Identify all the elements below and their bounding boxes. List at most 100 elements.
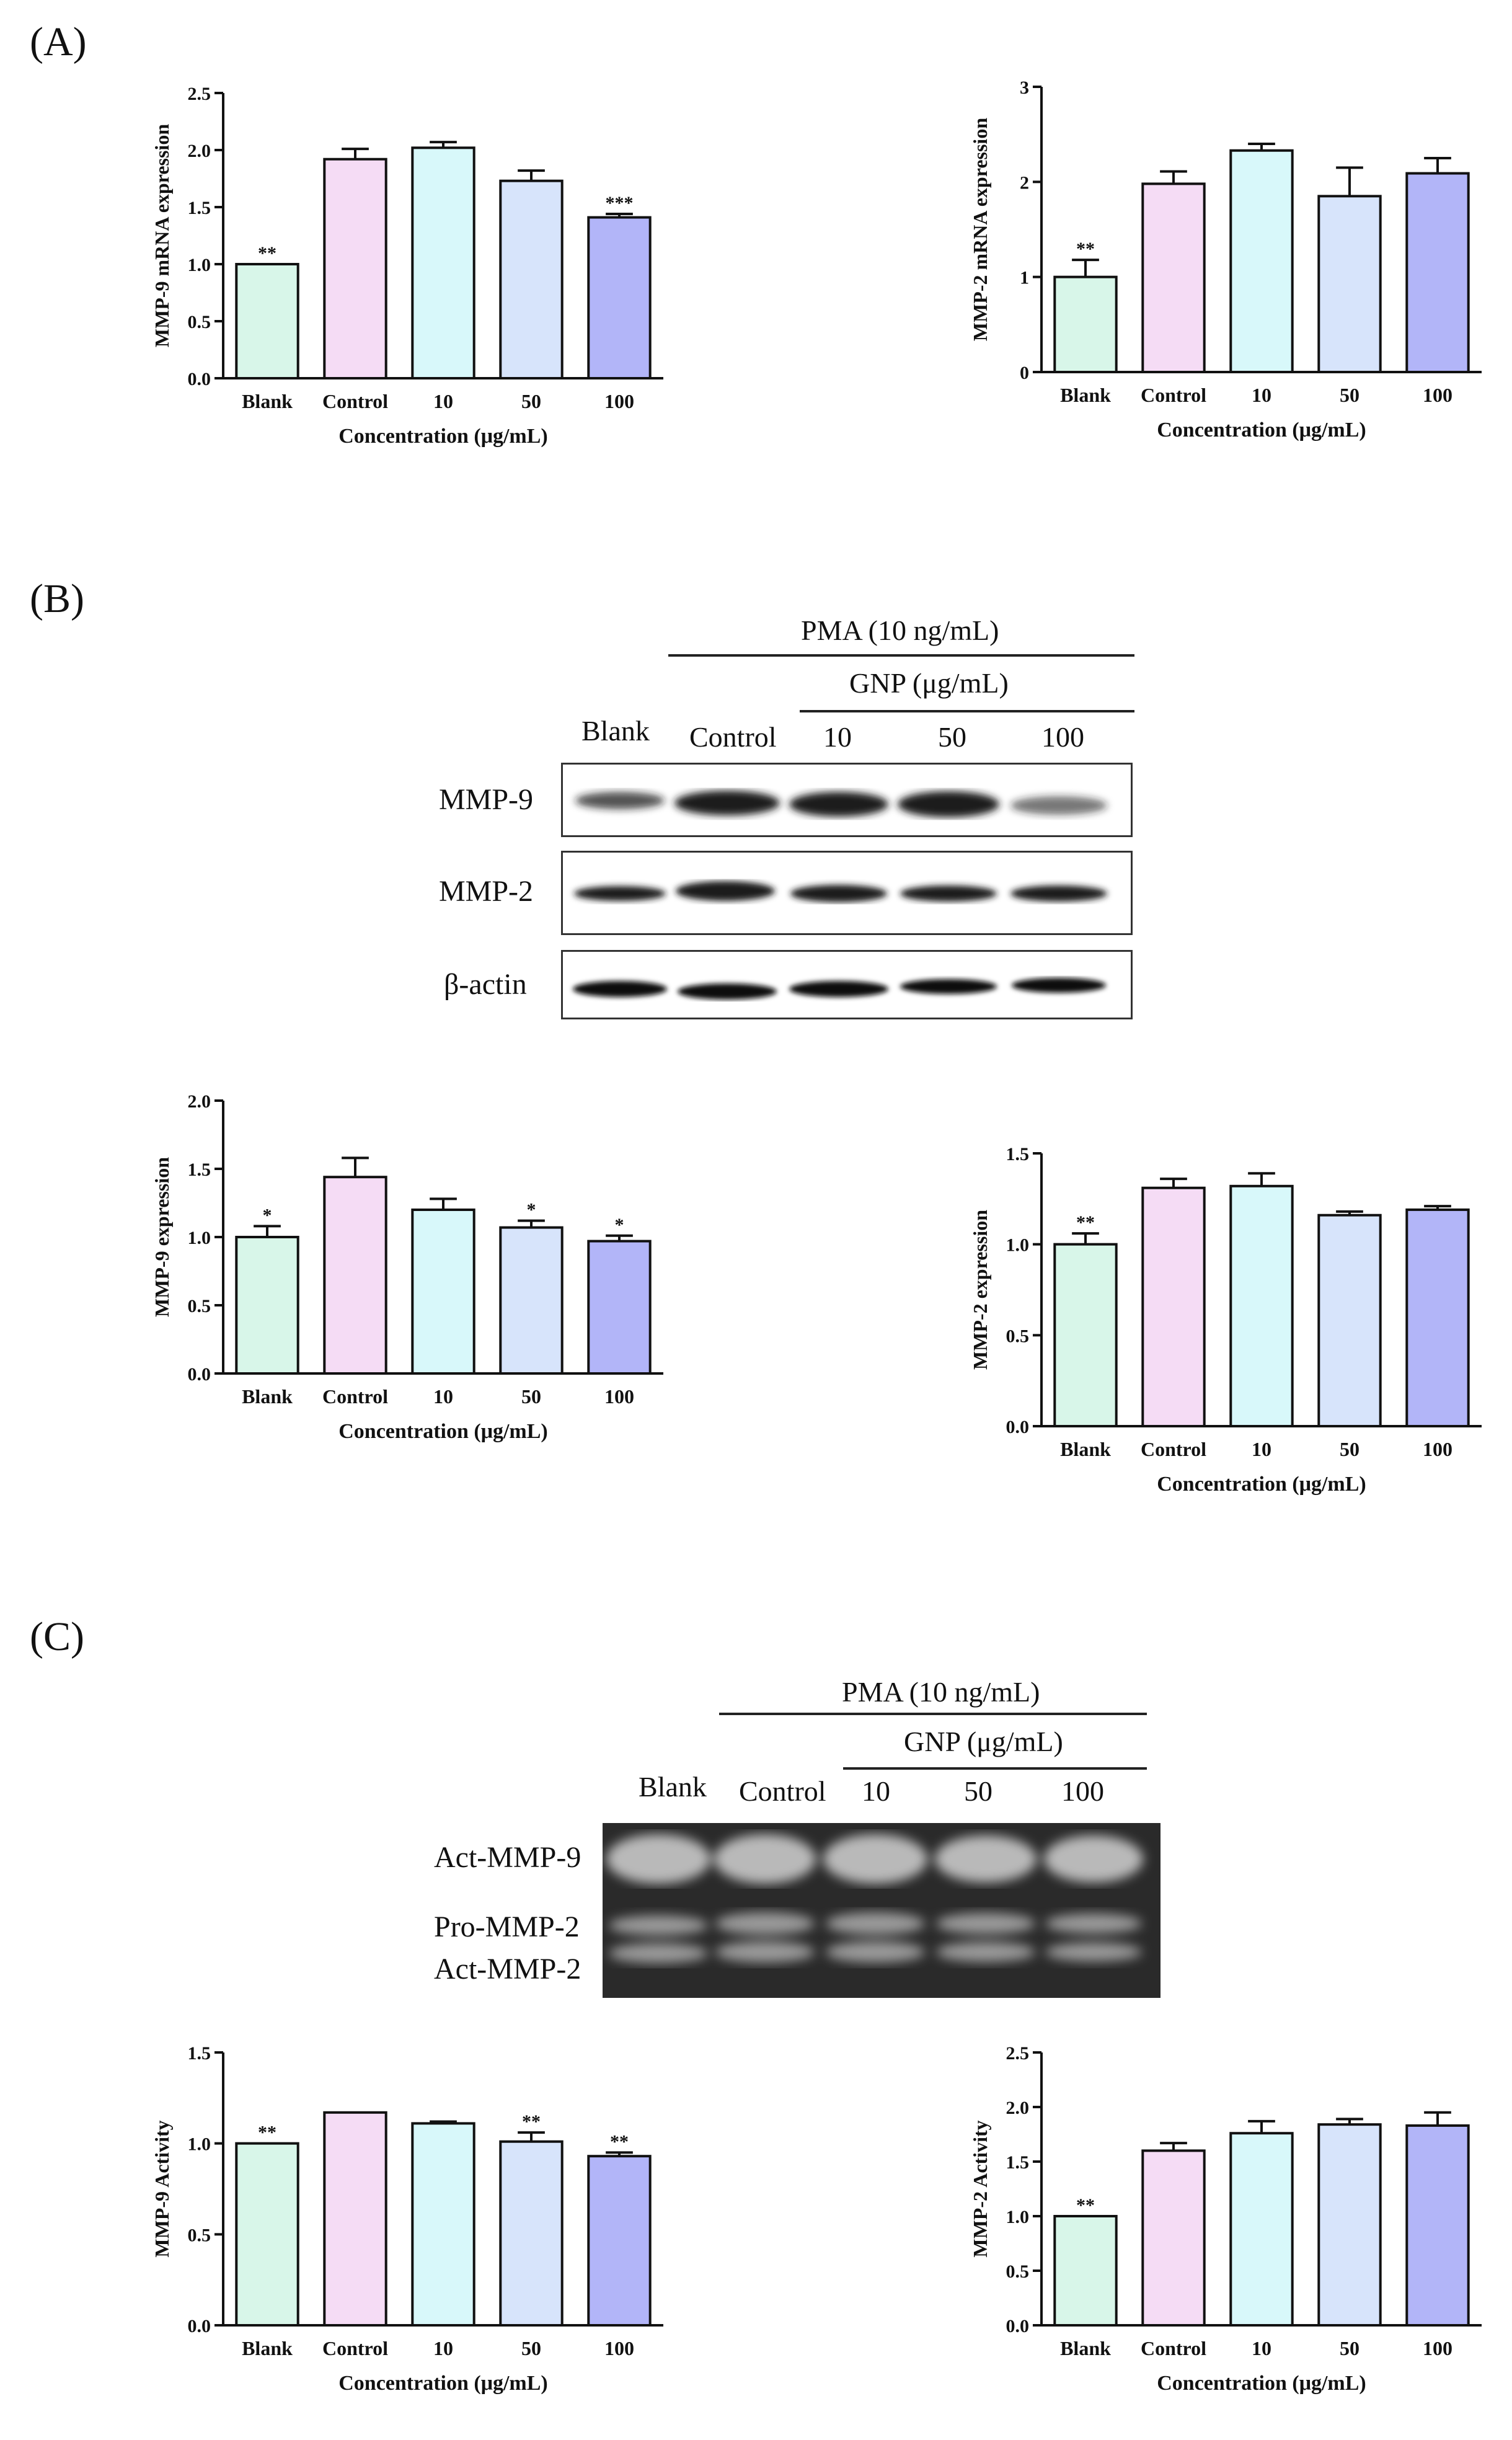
zymo-row-pro-mmp2: Pro-MMP-2 [434, 1910, 580, 1943]
significance-label: ** [258, 2123, 276, 2143]
category-label: 50 [1340, 2337, 1359, 2359]
bar-100 [587, 1240, 652, 1375]
category-label: 100 [604, 1385, 634, 1408]
bar-50 [1317, 195, 1382, 373]
bar-50 [499, 2140, 564, 2327]
category-label: Blank [242, 1385, 293, 1408]
y-tick-label: 1.5 [1006, 1144, 1030, 1165]
zymo-lane-blank: Blank [639, 1771, 707, 1803]
chart-mmp9-activity: 0.0 0.5 1.0 1.5 ** Blank Control 10 ** 50 ** 100 Con… [151, 2043, 663, 2395]
x-axis-label: Concentration (μg/mL) [338, 1420, 548, 1443]
y-tick-label: 0 [1020, 363, 1029, 383]
zymo-lane-100: 100 [1061, 1775, 1104, 1807]
y-tick-label: 2.0 [188, 141, 211, 161]
y-tick-label: 2 [1020, 172, 1029, 193]
bar-50 [1317, 1213, 1382, 1427]
category-label: Blank [242, 390, 293, 412]
significance-label: * [615, 1215, 624, 1235]
bar-100 [587, 2155, 652, 2327]
western-blot-mmp2 [561, 851, 1133, 935]
zymo-gnp-label: GNP (μg/mL) [904, 1726, 1063, 1757]
zymo-pma-label: PMA (10 ng/mL) [842, 1676, 1040, 1708]
y-tick-label: 0.5 [188, 2225, 211, 2245]
significance-label: ** [1076, 239, 1095, 259]
y-axis-label: MMP-9 mRNA expression [151, 124, 173, 347]
chart-mmp2-activity: 0.0 0.5 1.0 1.5 2.0 2.5 ** Blank Control 10 50 100 C… [969, 2043, 1482, 2395]
y-tick-label: 1.5 [1006, 2152, 1030, 2173]
category-label: Control [1141, 384, 1206, 406]
y-tick-label: 1.0 [188, 2134, 211, 2155]
category-label: 100 [604, 390, 634, 412]
category-label: Control [322, 1385, 388, 1408]
category-label: Control [322, 390, 388, 412]
category-label: 50 [521, 1385, 541, 1408]
y-tick-label: 2.5 [188, 84, 211, 104]
y-tick-label: 0.5 [188, 312, 211, 332]
category-label: 50 [1340, 384, 1359, 406]
chart-mmp9-expression: 0.0 0.5 1.0 1.5 2.0 * Blank Control 10 * 50 * 100 Con… [151, 1091, 663, 1443]
y-tick-label: 1.0 [188, 255, 211, 275]
bar-control [1141, 182, 1206, 373]
y-tick-label: 1.5 [188, 198, 211, 218]
zymo-lane-10: 10 [862, 1775, 890, 1807]
bar-50 [499, 1226, 564, 1375]
western-gnp-label: GNP (μg/mL) [849, 667, 1009, 699]
significance-label: ** [1076, 2195, 1095, 2216]
significance-label: ** [258, 243, 276, 264]
bar-blank [1053, 2215, 1118, 2327]
significance-label: ** [610, 2131, 629, 2152]
y-tick-label: 0.5 [1006, 1326, 1030, 1346]
y-tick-label: 0.0 [1006, 1417, 1030, 1437]
y-tick-label: 3 [1020, 78, 1029, 98]
chart-mmp9-mrna: 0.0 0.5 1.0 1.5 2.0 2.5 ** Blank Control 10 50 *** 1… [151, 84, 663, 448]
y-axis-label: MMP-2 expression [969, 1210, 991, 1370]
x-axis-label: Concentration (μg/mL) [1157, 2372, 1366, 2395]
y-tick-label: 0.5 [1006, 2261, 1030, 2282]
category-label: 100 [1423, 1438, 1452, 1460]
y-tick-label: 2.5 [1006, 2043, 1030, 2064]
y-axis-label: MMP-9 expression [151, 1157, 173, 1317]
zymo-row-act-mmp9: Act-MMP-9 [434, 1841, 581, 1874]
x-axis-label: Concentration (μg/mL) [1157, 419, 1366, 441]
zymo-pma-rule [719, 1713, 1147, 1715]
significance-label: ** [1076, 1212, 1095, 1233]
category-label: 10 [433, 390, 453, 412]
western-blot-mmp9 [561, 763, 1133, 837]
category-label: Control [1141, 2337, 1206, 2359]
bar-100 [1405, 172, 1470, 374]
zymo-lane-control: Control [739, 1775, 826, 1807]
category-label: 10 [433, 2337, 453, 2359]
panel-label-b: (B) [30, 576, 84, 621]
bar-50 [1317, 2123, 1382, 2327]
y-tick-label: 1.5 [188, 2043, 211, 2064]
significance-label: * [263, 1205, 272, 1225]
significance-label: *** [606, 193, 634, 213]
bar-control [323, 1176, 387, 1375]
western-pma-label: PMA (10 ng/mL) [801, 614, 999, 646]
western-row-mmp2: MMP-2 [439, 875, 534, 908]
chart-mmp2-mrna: 0 1 2 3 ** Blank Control 10 50 100 Concentration (… [969, 78, 1482, 441]
zymo-lane-50: 50 [964, 1775, 993, 1807]
y-tick-label: 1.0 [1006, 1235, 1030, 1256]
bar-blank [1053, 275, 1118, 373]
category-label: 100 [1423, 384, 1452, 406]
y-tick-label: 0.0 [188, 369, 211, 389]
y-axis-label: MMP-2 Activity [969, 2120, 991, 2257]
category-label: Control [322, 2337, 388, 2359]
zymo-gnp-rule [843, 1767, 1147, 1770]
y-tick-label: 1.0 [1006, 2207, 1030, 2227]
western-lane-10: 10 [823, 721, 852, 753]
category-label: 50 [1340, 1438, 1359, 1460]
bar-control [1141, 2149, 1206, 2327]
bar-10 [411, 2122, 475, 2327]
western-row-bactin: β-actin [444, 968, 527, 1001]
bar-50 [499, 179, 564, 379]
bar-blank [1053, 1243, 1118, 1428]
y-tick-label: 2.0 [188, 1091, 211, 1112]
y-tick-label: 1.5 [188, 1160, 211, 1180]
bar-control [323, 2111, 387, 2327]
zymo-row-act-mmp2: Act-MMP-2 [434, 1953, 581, 1985]
panel-label-a: (A) [30, 19, 87, 64]
category-label: Control [1141, 1438, 1206, 1460]
category-label: Blank [1060, 1438, 1111, 1460]
